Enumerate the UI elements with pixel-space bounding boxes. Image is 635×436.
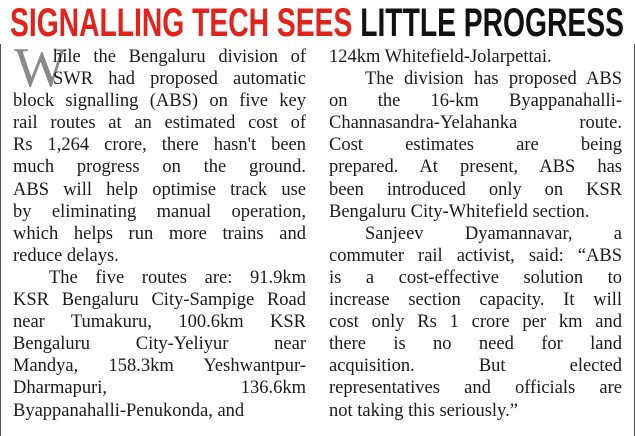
text-line: on the 16-km Byappanahalli- xyxy=(329,91,622,112)
column: 124km Whitefield-Jolarpettai. The divisio… xyxy=(329,46,622,422)
text-line: Channasandra-Yelahanka route. xyxy=(329,113,622,134)
text-line: prepared. At present, ABS has xyxy=(329,157,622,178)
text-line: is a cost-effective solution to xyxy=(329,267,622,288)
text-line: reduce delays. xyxy=(13,245,119,266)
column: hile the Bengaluru division of SWR had pr… xyxy=(13,46,306,422)
headline-red: SIGNALLING TECH SEES xyxy=(10,1,353,45)
headline-black: LITTLE PROGRESS xyxy=(360,1,624,45)
text-line: rail routes at an estimated cost of xyxy=(13,113,306,134)
text-line: Byappanahalli-Penukonda, and xyxy=(13,400,245,421)
text-line: The division has proposed ABS xyxy=(365,69,622,90)
text-line: Sanjeev Dyamannavar, a xyxy=(365,223,622,244)
text-line: ABS will help optimise track use xyxy=(13,179,306,200)
text-line: 124km Whitefield-Jolarpettai. xyxy=(329,47,552,67)
drop-cap: W xyxy=(14,37,67,99)
text-line: acquisition. But elected xyxy=(329,356,622,377)
text-line: commuter rail activist, said: “ABS xyxy=(329,245,622,266)
text-line: which helps run more trains and xyxy=(13,223,306,244)
text-line: representatives and officials are xyxy=(329,378,622,399)
text-line: KSR Bengaluru City-Sampige Road xyxy=(13,290,306,311)
headline: SIGNALLING TECH SEES LITTLE PROGRESS xyxy=(10,2,624,44)
text-line: Cost estimates are being xyxy=(329,135,622,156)
text-line: there is no need for land xyxy=(329,334,622,355)
text-line: much progress on the ground. xyxy=(13,157,306,178)
text-line: Mandya, 158.3km Yeshwantpur- xyxy=(13,356,306,377)
left-border xyxy=(0,44,1,436)
text-line: block signalling (ABS) on five key xyxy=(13,91,306,112)
text-line: by eliminating manual operation, xyxy=(13,201,306,222)
text-line: increase section capacity. It will xyxy=(329,290,622,311)
text-line: Rs 1,264 crore, there hasn't been xyxy=(13,135,306,156)
text-line: Bengaluru City-Yeliyur near xyxy=(13,334,306,355)
text-line: not taking this seriously.” xyxy=(329,400,518,421)
text-line: near Tumakuru, 100.6km KSR xyxy=(13,312,306,333)
text-line: hile the Bengaluru division of xyxy=(53,47,306,67)
text-line: been introduced only on KSR xyxy=(329,179,622,200)
text-line: cost only Rs 1 crore per km and xyxy=(329,312,622,333)
text-line: Bengaluru City-Whitefield section. xyxy=(329,201,590,222)
text-line: The five routes are: 91.9km xyxy=(49,267,306,288)
text-line: SWR had proposed automatic xyxy=(53,69,306,90)
text-line: Dharmapuri, 136.6km xyxy=(13,378,306,399)
